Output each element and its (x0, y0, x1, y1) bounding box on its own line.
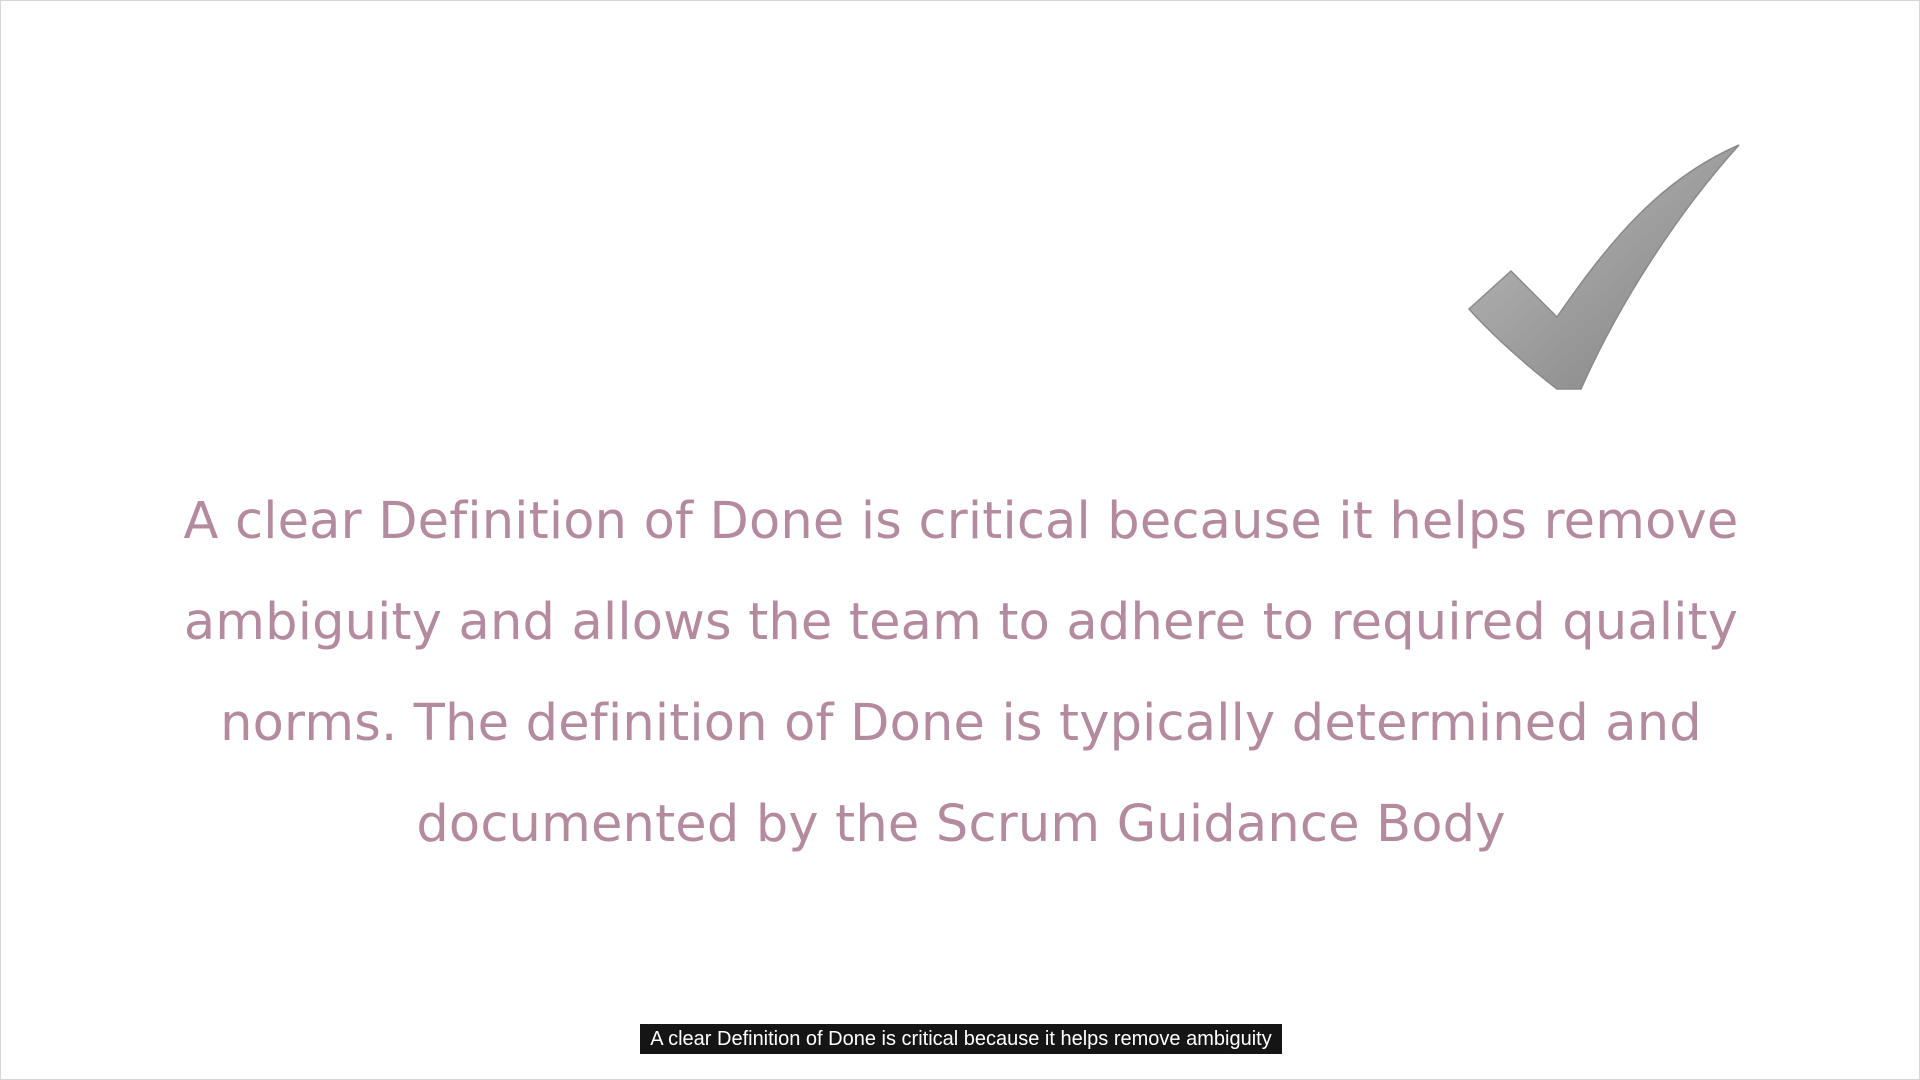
subtitle-caption: A clear Definition of Done is critical b… (640, 1024, 1282, 1054)
checkmark-icon (1467, 144, 1740, 390)
caption-bar: A clear Definition of Done is critical b… (1, 1024, 1920, 1054)
slide-body-text: A clear Definition of Done is critical b… (183, 492, 1739, 854)
